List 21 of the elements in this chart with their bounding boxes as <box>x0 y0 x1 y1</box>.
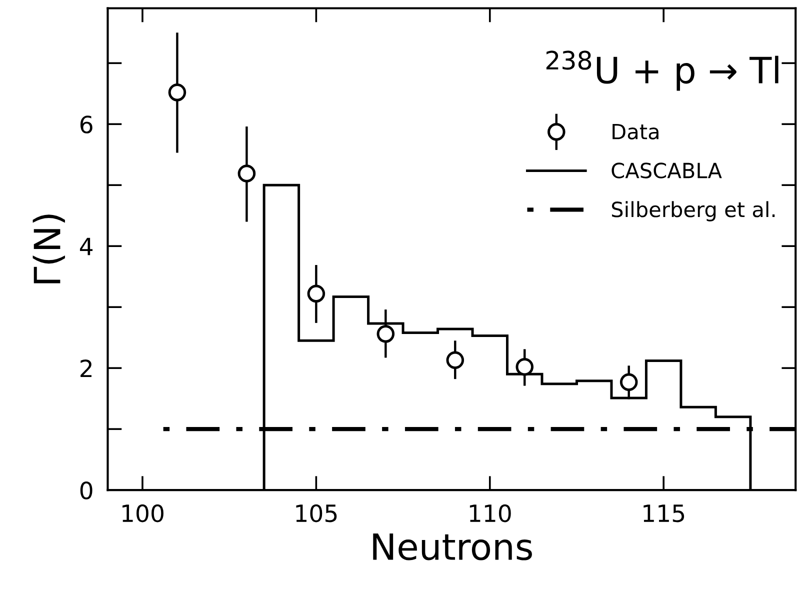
y-tick-label: 0 <box>80 481 92 500</box>
point <box>376 325 395 343</box>
y-tick-label: 6 <box>80 116 92 134</box>
annotation: $^{238}$U + p → Tl <box>546 50 778 91</box>
y-tick-label: 2 <box>80 360 92 378</box>
x-tick-label: 100 <box>122 504 164 522</box>
x-tick-label: 105 <box>296 504 337 522</box>
legend-label: CASCABLA <box>612 162 722 178</box>
y-tick-label: 4 <box>80 238 93 256</box>
point <box>620 373 638 391</box>
x-tick-label: 115 <box>644 504 684 522</box>
point <box>516 358 534 376</box>
point <box>307 284 326 303</box>
point <box>446 351 464 370</box>
legend-label: Data <box>612 124 658 140</box>
legend-label: Silberberg et al. <box>612 201 775 222</box>
point <box>168 84 186 102</box>
x-axis-title: Neutrons <box>373 533 532 560</box>
x-tick-label: 110 <box>470 504 511 522</box>
point <box>238 164 256 182</box>
y-axis-title: Γ(N) <box>32 214 65 284</box>
